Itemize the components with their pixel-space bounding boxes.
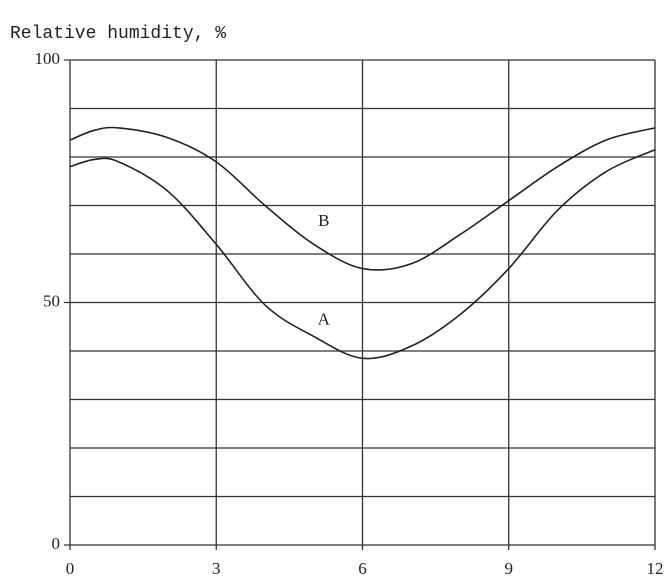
- line: [69, 126, 656, 271]
- line: [69, 148, 656, 360]
- x-tick-label: 6: [358, 559, 367, 578]
- y-tick-label: 0: [52, 534, 61, 553]
- x-tick-label: 3: [212, 559, 221, 578]
- x-tick-label: 0: [66, 559, 75, 578]
- series-label: A: [318, 309, 331, 328]
- y-axis-label: Relative humidity, %: [10, 24, 226, 44]
- y-tick-label: 100: [35, 49, 61, 68]
- x-tick-label: 12: [647, 559, 664, 578]
- y-tick-label: 50: [43, 291, 60, 310]
- series-label: B: [318, 211, 329, 230]
- x-tick-label: 9: [505, 559, 514, 578]
